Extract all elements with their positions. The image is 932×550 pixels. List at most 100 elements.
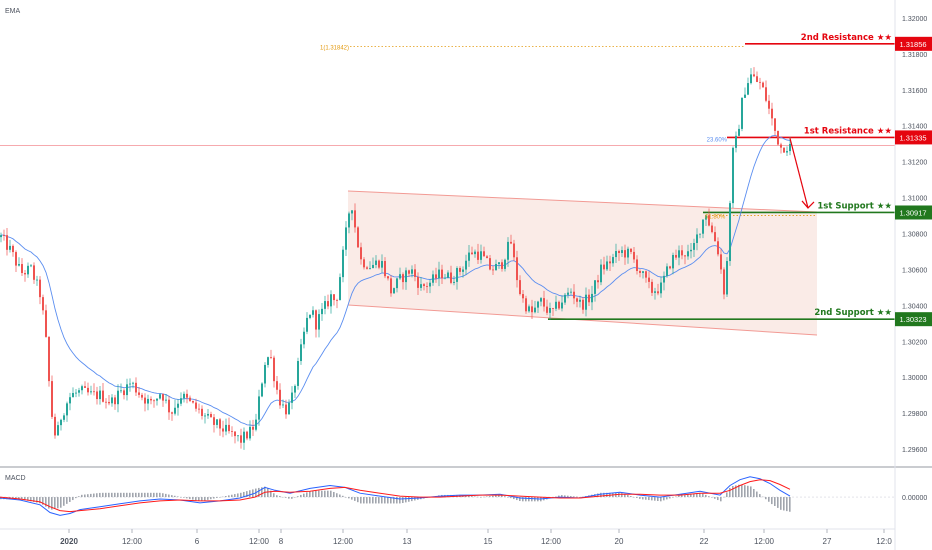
candle-body — [615, 251, 617, 258]
candle-body — [552, 308, 554, 309]
candle-body — [441, 269, 443, 279]
macd-histogram-bar — [201, 497, 203, 502]
macd-histogram-bar — [135, 492, 137, 498]
candle-body — [468, 252, 470, 261]
macd-histogram-bar — [84, 494, 86, 498]
macd-histogram-bar — [204, 497, 206, 501]
candle-body — [126, 384, 128, 396]
candle-body — [531, 306, 533, 313]
candle-body — [171, 412, 173, 414]
candle-body — [687, 251, 689, 257]
time-tick-label: 15 — [484, 537, 493, 546]
candle-body — [570, 291, 572, 293]
macd-histogram-bar — [675, 496, 677, 498]
macd-histogram-bar — [336, 493, 338, 498]
candle-body — [276, 381, 278, 390]
macd-histogram-bar — [708, 496, 710, 498]
macd-histogram-bar — [267, 488, 269, 498]
macd-histogram-bar — [87, 494, 89, 498]
candle-body — [558, 301, 560, 309]
macd-histogram-bar — [774, 497, 776, 506]
price-tick-label: 1.29600 — [902, 447, 927, 454]
candle-body — [138, 392, 140, 395]
macd-histogram-bar — [210, 497, 212, 500]
ema-indicator-label[interactable]: EMA — [5, 8, 21, 15]
candle-body — [573, 291, 575, 299]
candle-body — [444, 277, 446, 279]
macd-histogram-bar — [126, 492, 128, 498]
macd-histogram-bar — [348, 497, 350, 499]
macd-histogram-bar — [414, 497, 416, 501]
candle-body — [246, 431, 248, 439]
candle-body — [705, 215, 707, 220]
macd-histogram-bar — [684, 494, 686, 498]
candle-body — [369, 268, 371, 269]
macd-histogram-bar — [114, 492, 116, 498]
candle-body — [234, 431, 236, 437]
macd-histogram-bar — [489, 496, 491, 498]
candle-body — [336, 300, 338, 301]
level-price-tag — [895, 205, 932, 220]
macd-indicator-label[interactable]: MACD — [5, 475, 26, 482]
macd-tick-label: 0.00000 — [902, 495, 927, 502]
macd-histogram-bar — [720, 497, 722, 502]
candle-body — [402, 274, 404, 283]
price-axis[interactable]: 1.29600 1.29800 1.30000 1.30200 1.30400 1.306… — [902, 16, 927, 454]
macd-histogram-bar — [405, 497, 407, 503]
candle-body — [354, 210, 356, 228]
macd-histogram-bar — [291, 497, 293, 499]
macd-histogram-bar — [573, 496, 575, 498]
macd-histogram-bar — [702, 493, 704, 498]
macd-line — [0, 476, 791, 516]
macd-histogram-bar — [390, 497, 392, 504]
candle-body — [183, 393, 185, 399]
candle-body — [681, 250, 683, 256]
macd-histogram-bar — [153, 492, 155, 498]
projection-arrowhead — [801, 200, 815, 209]
macd-histogram-bar — [357, 497, 359, 503]
macd-histogram-bar — [120, 492, 122, 498]
time-tick-label: 6 — [195, 537, 200, 546]
candle-body — [117, 390, 119, 405]
candle-body — [783, 147, 785, 153]
price-tick-label: 1.31000 — [902, 196, 927, 203]
candle-body — [525, 298, 527, 312]
time-axis[interactable]: 2020 12:00 6 12:00 8 12:00 13 15 12:00 20 22 12:00 2… — [60, 529, 892, 546]
candle-body — [339, 277, 341, 301]
macd-histogram-bar — [639, 497, 641, 499]
candle-body — [561, 302, 563, 309]
candle-body — [105, 401, 107, 403]
candle-body — [567, 292, 569, 295]
macd-histogram-bar — [618, 492, 620, 498]
candle-body — [396, 278, 398, 289]
candle-body — [660, 282, 662, 294]
candle-body — [225, 424, 227, 432]
macd-histogram-bar — [636, 497, 638, 498]
macd-histogram-bar — [249, 490, 251, 498]
macd-histogram-bar — [681, 494, 683, 498]
candle-body — [66, 403, 68, 416]
macd-histogram-bar — [525, 497, 527, 502]
macd-histogram-bar — [732, 486, 734, 498]
macd-histogram-bar — [189, 497, 191, 499]
price-tick-label: 1.31600 — [902, 88, 927, 95]
macd-histogram-bar — [765, 497, 767, 500]
candle-body — [738, 128, 740, 136]
candle-body — [651, 281, 653, 293]
candle-body — [363, 259, 365, 268]
candle-body — [576, 298, 578, 302]
candle-body — [42, 297, 44, 311]
macd-histogram-bar — [669, 497, 671, 499]
candle-body — [30, 265, 32, 267]
candle-body — [744, 94, 746, 98]
candle-body — [312, 310, 314, 315]
price-tick-label: 1.31800 — [902, 52, 927, 59]
macd-histogram-bar — [468, 495, 470, 498]
macd-histogram-bar — [741, 484, 743, 498]
candle-body — [429, 282, 431, 287]
candle-body — [486, 256, 488, 259]
candle-body — [249, 426, 251, 439]
candle-body — [513, 243, 515, 258]
macd-histogram-bar — [642, 497, 644, 500]
